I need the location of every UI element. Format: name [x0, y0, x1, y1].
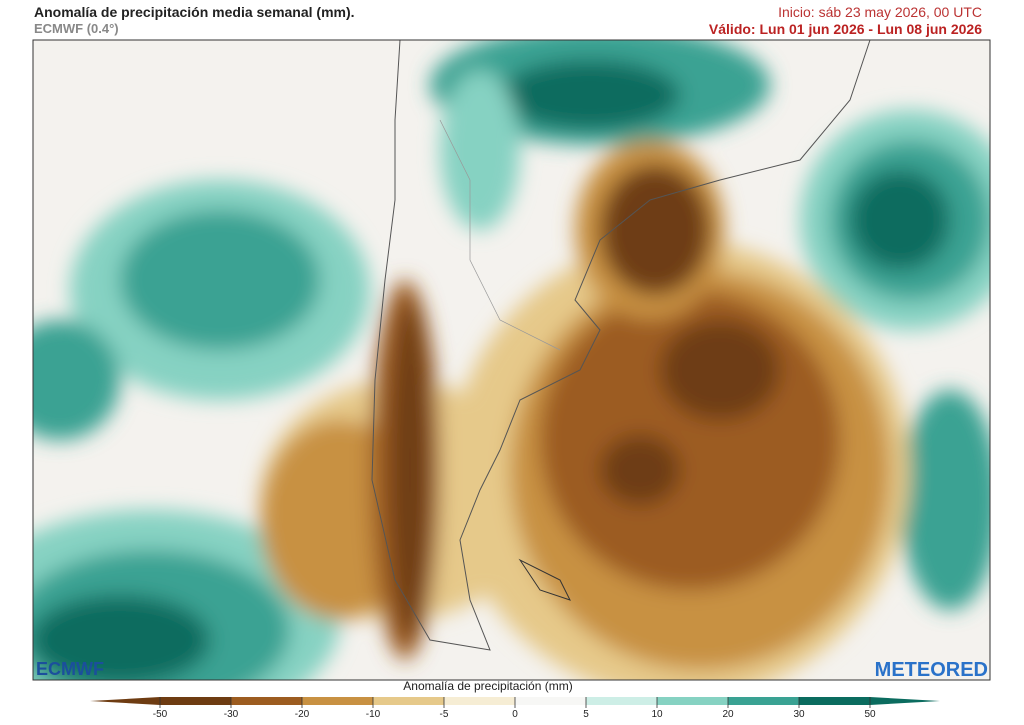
title: Anomalía de precipitación media semanal … [34, 4, 355, 20]
map-frame [32, 39, 991, 681]
model: ECMWF (0.4°) [34, 21, 119, 36]
colorbar-segment [160, 697, 232, 705]
colorbar-extension [90, 697, 160, 705]
colorbar: -50 -30 -20 -10 -5 0 5 10 20 30 50 [90, 697, 940, 720]
map [33, 40, 990, 680]
colorbar-tick-label: 10 [651, 709, 663, 720]
colorbar-tick-label: -10 [366, 709, 381, 720]
ecmwf-logo: ECMWF [36, 659, 104, 679]
colorbar-segment [373, 697, 445, 705]
colorbar-tick-label: -5 [440, 709, 449, 720]
colorbar-segment [231, 697, 303, 705]
colorbar-tick-label: 0 [512, 709, 518, 720]
colorbar-segment [728, 697, 800, 705]
colorbar-tick-label: -20 [295, 709, 310, 720]
colorbar-tick-label: -30 [224, 709, 239, 720]
init-date: Inicio: sáb 23 may 2026, 00 UTC [778, 4, 982, 20]
colorbar-tick-label: 20 [722, 709, 734, 720]
colorbar-segment [657, 697, 729, 705]
colorbar-segment [586, 697, 658, 705]
colorbar-segment [799, 697, 871, 705]
colorbar-segment [302, 697, 374, 705]
meteored-logo: METEORED [875, 659, 988, 681]
colorbar-extension [870, 697, 940, 705]
valid-date: Válido: Lun 01 jun 2026 - Lun 08 jun 202… [709, 21, 982, 37]
colorbar-segment [515, 697, 587, 705]
colorbar-tick-label: 5 [583, 709, 589, 720]
colorbar-segment [444, 697, 516, 705]
colorbar-tick-label: 50 [864, 709, 876, 720]
colorbar-tick-label: 30 [793, 709, 805, 720]
colorbar-label: Anomalía de precipitación (mm) [403, 679, 572, 693]
colorbar-tick-label: -50 [153, 709, 168, 720]
